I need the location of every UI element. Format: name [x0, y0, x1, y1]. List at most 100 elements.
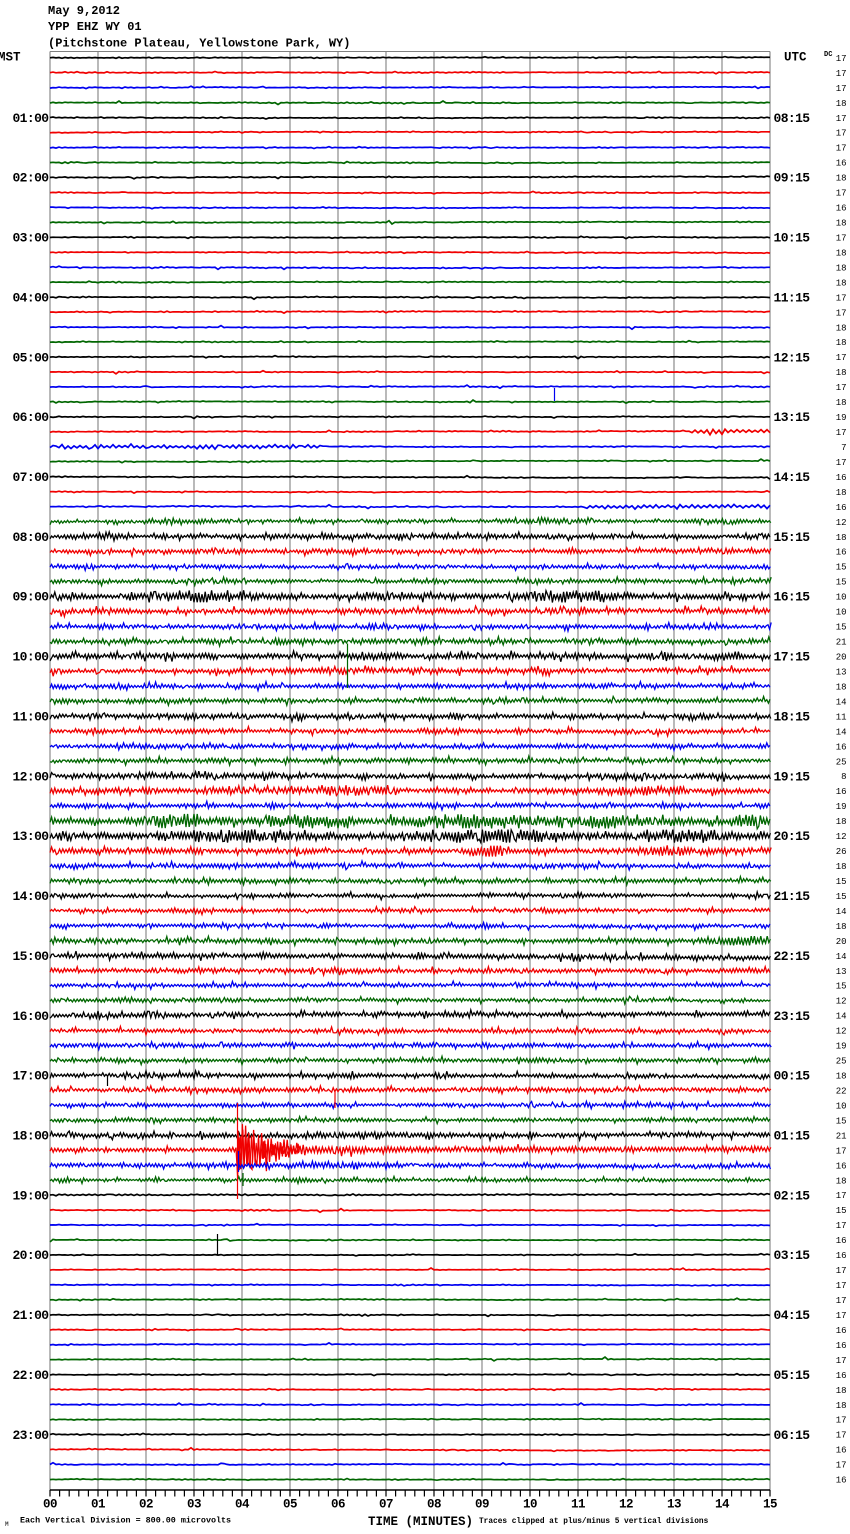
svg-text:17:00: 17:00: [12, 1069, 49, 1084]
svg-text:09: 09: [475, 1498, 489, 1512]
svg-text:18: 18: [836, 817, 847, 827]
svg-text:13: 13: [836, 667, 847, 677]
svg-text:19: 19: [836, 1042, 847, 1052]
svg-text:18: 18: [836, 1386, 847, 1396]
svg-text:18: 18: [836, 278, 847, 288]
svg-text:YPP EHZ WY 01: YPP EHZ WY 01: [48, 20, 142, 34]
svg-text:17: 17: [836, 54, 847, 64]
svg-text:06:00: 06:00: [12, 410, 49, 425]
svg-text:18: 18: [836, 219, 847, 229]
svg-text:14: 14: [836, 1012, 847, 1022]
svg-text:14:15: 14:15: [774, 470, 811, 485]
svg-text:17: 17: [836, 1311, 847, 1321]
svg-text:17: 17: [836, 1221, 847, 1231]
svg-text:11: 11: [571, 1498, 585, 1512]
svg-text:TIME (MINUTES): TIME (MINUTES): [368, 1515, 473, 1529]
svg-text:17: 17: [836, 233, 847, 243]
svg-text:13:00: 13:00: [12, 829, 49, 844]
svg-text:16: 16: [836, 548, 847, 558]
svg-text:16: 16: [836, 742, 847, 752]
svg-text:16: 16: [836, 1476, 847, 1486]
svg-text:10: 10: [836, 608, 847, 618]
svg-text:11: 11: [836, 712, 847, 722]
svg-text:17: 17: [836, 353, 847, 363]
svg-text:18: 18: [836, 323, 847, 333]
svg-text:05: 05: [283, 1498, 297, 1512]
svg-text:17: 17: [836, 1461, 847, 1471]
svg-text:17: 17: [836, 428, 847, 438]
svg-text:15: 15: [836, 563, 847, 573]
svg-text:16: 16: [836, 204, 847, 214]
svg-text:07: 07: [379, 1498, 393, 1512]
svg-text:22:15: 22:15: [774, 949, 811, 964]
svg-text:09:15: 09:15: [774, 171, 811, 186]
svg-text:22:00: 22:00: [12, 1368, 49, 1383]
svg-text:22: 22: [836, 1086, 847, 1096]
svg-text:15: 15: [836, 1116, 847, 1126]
svg-text:18: 18: [836, 682, 847, 692]
svg-text:MST: MST: [0, 51, 21, 65]
svg-text:12:00: 12:00: [12, 769, 49, 784]
svg-text:16: 16: [836, 1446, 847, 1456]
svg-text:18: 18: [836, 368, 847, 378]
svg-text:18: 18: [836, 1176, 847, 1186]
svg-text:14: 14: [836, 907, 847, 917]
svg-text:18: 18: [836, 263, 847, 273]
svg-text:16: 16: [836, 1341, 847, 1351]
svg-text:15: 15: [836, 623, 847, 633]
svg-text:May 9,2012: May 9,2012: [48, 4, 120, 18]
svg-text:18:00: 18:00: [12, 1128, 49, 1143]
svg-text:18: 18: [836, 922, 847, 932]
svg-text:12: 12: [836, 518, 847, 528]
svg-text:17: 17: [836, 383, 847, 393]
svg-text:03: 03: [187, 1498, 201, 1512]
svg-text:12: 12: [836, 832, 847, 842]
svg-text:19: 19: [836, 802, 847, 812]
svg-text:16: 16: [836, 1251, 847, 1261]
svg-text:17: 17: [836, 1191, 847, 1201]
svg-text:14: 14: [836, 952, 847, 962]
svg-text:23:00: 23:00: [12, 1428, 49, 1443]
svg-text:01:15: 01:15: [774, 1128, 811, 1143]
svg-text:18: 18: [836, 862, 847, 872]
svg-text:18: 18: [836, 398, 847, 408]
svg-text:16: 16: [836, 1236, 847, 1246]
svg-text:02:00: 02:00: [12, 171, 49, 186]
svg-text:16: 16: [836, 473, 847, 483]
svg-text:17: 17: [836, 458, 847, 468]
svg-text:14: 14: [836, 727, 847, 737]
svg-text:15: 15: [836, 578, 847, 588]
svg-text:21: 21: [836, 1131, 847, 1141]
svg-text:M: M: [5, 1521, 9, 1528]
svg-text:19:00: 19:00: [12, 1188, 49, 1203]
svg-text:DC: DC: [824, 51, 832, 59]
svg-text:03:15: 03:15: [774, 1248, 811, 1263]
svg-text:17: 17: [836, 1146, 847, 1156]
svg-text:18: 18: [836, 174, 847, 184]
svg-text:Traces clipped at plus/minus 5: Traces clipped at plus/minus 5 vertical …: [479, 1518, 709, 1526]
svg-text:11:00: 11:00: [12, 709, 49, 724]
svg-text:09:00: 09:00: [12, 590, 49, 605]
svg-text:17:15: 17:15: [774, 650, 811, 665]
svg-text:08:15: 08:15: [774, 111, 811, 126]
svg-text:05:15: 05:15: [774, 1368, 811, 1383]
svg-text:12:15: 12:15: [774, 350, 811, 365]
svg-text:08:00: 08:00: [12, 530, 49, 545]
svg-text:05:00: 05:00: [12, 350, 49, 365]
svg-text:17: 17: [836, 1266, 847, 1276]
svg-text:04: 04: [235, 1498, 250, 1512]
svg-text:15:15: 15:15: [774, 530, 811, 545]
svg-text:16:15: 16:15: [774, 590, 811, 605]
svg-text:18: 18: [836, 533, 847, 543]
svg-text:10:00: 10:00: [12, 650, 49, 665]
svg-text:17: 17: [836, 84, 847, 94]
svg-text:15: 15: [836, 982, 847, 992]
svg-text:16: 16: [836, 503, 847, 513]
svg-text:16: 16: [836, 1326, 847, 1336]
svg-text:25: 25: [836, 757, 847, 767]
svg-text:17: 17: [836, 144, 847, 154]
svg-text:16:00: 16:00: [12, 1009, 49, 1024]
svg-text:01:00: 01:00: [12, 111, 49, 126]
svg-text:06: 06: [331, 1498, 345, 1512]
svg-text:18:15: 18:15: [774, 709, 811, 724]
